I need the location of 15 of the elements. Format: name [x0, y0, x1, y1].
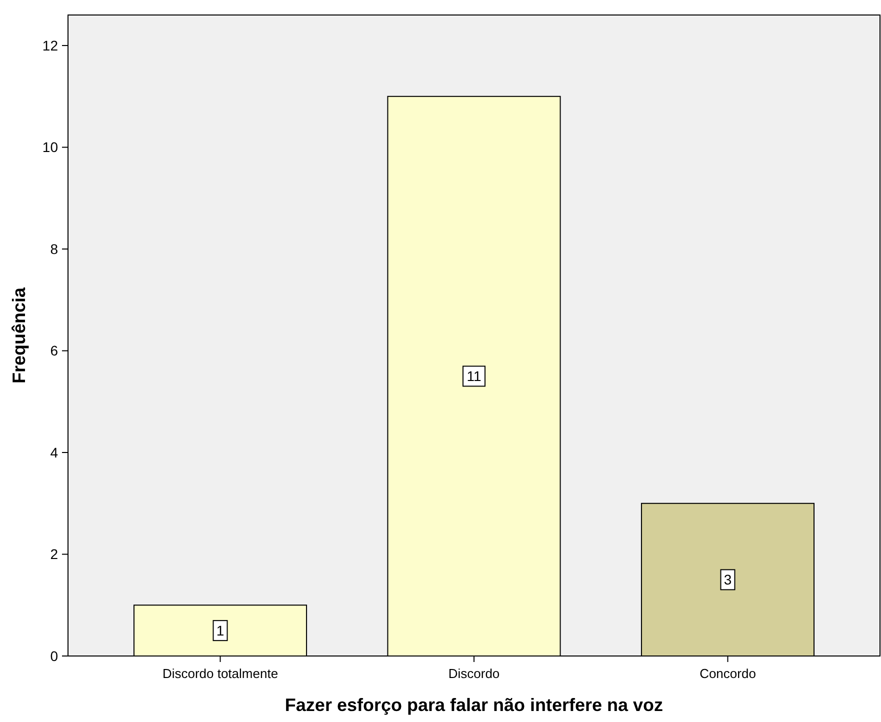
y-axis-title: Frequência: [9, 286, 29, 384]
data-label: 1: [216, 622, 224, 639]
x-tick-label: Discordo: [448, 666, 500, 681]
x-tick-label: Discordo totalmente: [162, 666, 278, 681]
y-tick-label: 2: [50, 546, 58, 562]
y-tick-label: 0: [50, 648, 58, 664]
y-tick-label: 10: [42, 139, 58, 156]
data-label: 3: [724, 572, 732, 588]
x-tick-label: Concordo: [700, 666, 756, 681]
y-tick-label: 6: [50, 342, 58, 359]
y-tick-label: 8: [50, 240, 58, 257]
x-axis-title: Fazer esforço para falar não interfere na voz: [284, 695, 664, 715]
y-tick-label: 12: [42, 37, 58, 54]
data-label: 11: [466, 368, 482, 384]
y-tick-label: 4: [50, 444, 58, 460]
